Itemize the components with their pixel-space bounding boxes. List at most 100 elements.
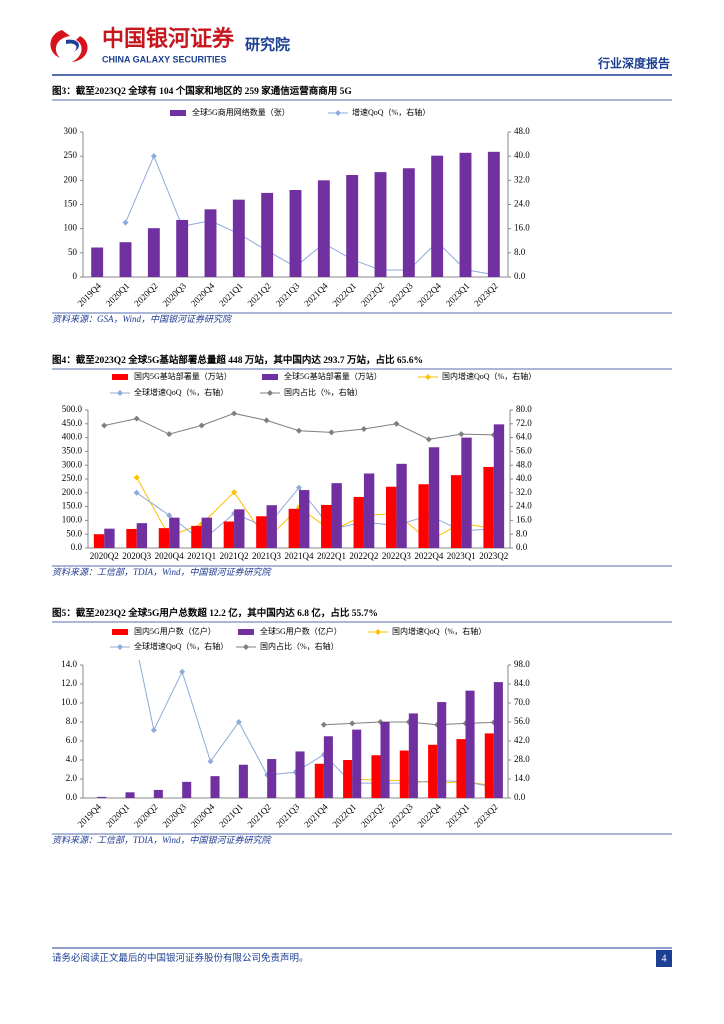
bar	[483, 466, 494, 548]
bar	[147, 228, 160, 277]
x-tick-label: 2020Q3	[122, 551, 151, 561]
marker	[320, 721, 327, 728]
bar	[321, 504, 332, 548]
y2-tick-label: 32.0	[514, 174, 530, 184]
legend-swatch	[112, 629, 128, 635]
bar	[402, 168, 415, 277]
x-tick-label: 2021Q4	[302, 801, 330, 829]
legend-label: 增速QoQ（%，右轴）	[352, 107, 430, 117]
source: 资料来源：GSA，Wind，中国银河证券研究院	[52, 314, 233, 324]
x-tick-label: 2022Q2	[359, 281, 387, 309]
legend-label: 国内占比（%，右轴）	[284, 387, 363, 397]
bar	[288, 508, 299, 548]
marker	[235, 719, 242, 725]
bar	[428, 744, 438, 798]
x-tick-label: 2021Q3	[274, 801, 302, 829]
bar	[232, 199, 245, 277]
y-tick-label: 50.0	[66, 528, 82, 538]
y2-tick-label: 56.0	[516, 445, 532, 455]
y-tick-label: 150	[64, 199, 78, 209]
marker	[207, 758, 214, 765]
x-tick-label: 2023Q1	[444, 281, 472, 309]
source: 资料来源：工信部，TDIA，Wind，中国银河证券研究院	[52, 567, 273, 577]
x-tick-label: 2021Q1	[187, 551, 216, 561]
y2-tick-label: 14.0	[514, 773, 530, 783]
y-tick-label: 350.0	[62, 445, 83, 455]
y2-tick-label: 8.0	[516, 528, 528, 538]
bar	[487, 151, 500, 277]
bar	[136, 523, 148, 548]
marker	[296, 427, 302, 434]
bar	[191, 525, 202, 548]
page-box	[656, 950, 672, 967]
bar	[461, 437, 472, 548]
y-tick-label: 14.0	[61, 659, 77, 669]
marker	[166, 431, 173, 438]
y2-tick-label: 8.0	[514, 247, 526, 257]
source: 资料来源：工信部，TDIA，Wind，中国银河证券研究院	[52, 835, 273, 845]
logo	[50, 30, 88, 62]
legend-marker	[335, 110, 341, 116]
y-tick-label: 8.0	[66, 716, 78, 726]
bar	[201, 517, 213, 548]
bar	[374, 172, 387, 277]
legend-marker	[425, 374, 431, 380]
y2-tick-label: 48.0	[516, 459, 532, 469]
bar	[91, 247, 104, 277]
marker	[349, 720, 356, 727]
bar	[289, 190, 302, 277]
y2-tick-label: 0.0	[514, 271, 526, 281]
bar	[256, 516, 267, 548]
legend-label: 全球5G用户数（亿户）	[260, 626, 342, 636]
legend-label: 全球5G商用网络数量（张）	[192, 107, 290, 117]
figure-title: 图4：截至2023Q2 全球5G基站部署总量超 448 万站，其中国内达 293…	[52, 354, 423, 366]
x-tick-label: 2023Q1	[444, 802, 472, 830]
page-number: 4	[662, 953, 667, 964]
y2-tick-label: 16.0	[514, 223, 530, 233]
line	[104, 412, 494, 440]
x-tick-label: 2021Q2	[245, 281, 273, 309]
bar	[153, 789, 163, 798]
marker	[122, 219, 129, 226]
y-tick-label: 100.0	[62, 514, 83, 524]
bar	[295, 751, 305, 798]
bar	[158, 528, 170, 548]
figure-title: 图3：截至2023Q2 全球有 104 个国家和地区的 259 家通信运营商商用…	[52, 85, 352, 97]
legend-marker	[267, 390, 273, 396]
y-tick-label: 500.0	[62, 404, 83, 414]
bar	[176, 219, 189, 277]
report-type: 行业深度报告	[597, 56, 670, 71]
y-tick-label: 6.0	[66, 735, 78, 745]
bar	[204, 209, 217, 277]
bar	[261, 192, 274, 277]
legend-swatch	[238, 629, 254, 635]
y2-tick-label: 24.0	[516, 501, 532, 511]
x-tick-label: 2022Q3	[387, 801, 415, 829]
y-tick-label: 300.0	[62, 459, 83, 469]
y2-tick-label: 40.0	[514, 150, 530, 160]
marker	[150, 153, 157, 160]
bar	[465, 690, 475, 798]
legend-label: 国内占比（%，右轴）	[260, 641, 339, 651]
figure-title: 图5：截至2023Q2 全球5G用户总数超 12.2 亿，其中国内达 6.8 亿…	[52, 607, 378, 619]
y-tick-label: 300	[64, 126, 78, 136]
bar	[346, 175, 359, 277]
bar	[169, 517, 180, 548]
x-tick-label: 2021Q1	[217, 802, 245, 830]
bar	[363, 473, 375, 548]
bar	[484, 733, 494, 798]
y-tick-label: 4.0	[66, 754, 78, 764]
bar	[385, 486, 397, 548]
x-tick-label: 2022Q4	[414, 551, 443, 561]
x-tick-label: 2021Q4	[285, 551, 314, 561]
y2-tick-label: 56.0	[514, 716, 530, 726]
bar	[459, 152, 472, 277]
y-tick-label: 0.0	[71, 542, 83, 552]
bar	[331, 483, 342, 548]
x-tick-label: 2021Q1	[217, 281, 245, 309]
bar	[267, 759, 277, 798]
y-tick-label: 50	[68, 247, 78, 257]
legend-marker	[243, 644, 249, 650]
legend-marker	[375, 629, 381, 635]
x-tick-label: 2023Q2	[472, 281, 500, 309]
